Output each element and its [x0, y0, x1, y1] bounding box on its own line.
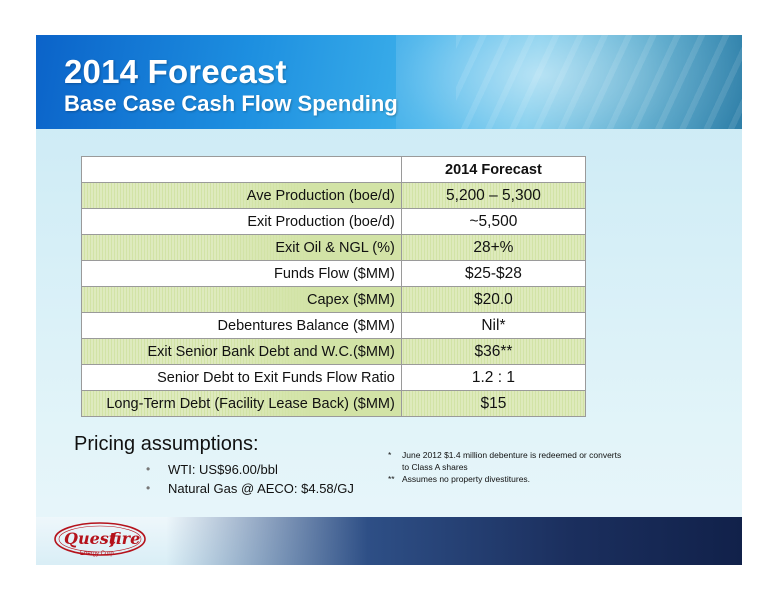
table-column-header: 2014 Forecast — [400, 156, 587, 183]
pricing-title: Pricing assumptions: — [74, 433, 259, 455]
row-label: Funds Flow ($MM) — [81, 260, 402, 287]
row-label: Debentures Balance ($MM) — [81, 312, 402, 339]
row-value: 1.2 : 1 — [400, 364, 587, 391]
table-row: Funds Flow ($MM) $25-$28 — [81, 260, 587, 287]
row-label: Exit Oil & NGL (%) — [81, 234, 402, 261]
header-banner: 2014 Forecast Base Case Cash Flow Spendi… — [36, 35, 742, 129]
row-label: Capex ($MM) — [81, 286, 402, 313]
list-item: • WTI: US$96.00/bbl — [146, 460, 354, 479]
table-row: Exit Senior Bank Debt and W.C.($MM) $36*… — [81, 338, 587, 365]
bullet-icon: • — [146, 462, 151, 476]
forecast-table: 2014 Forecast Ave Production (boe/d) 5,2… — [81, 156, 587, 417]
slide-title: 2014 Forecast — [64, 53, 287, 90]
row-value: ~5,500 — [400, 208, 587, 235]
pricing-item-gas: Natural Gas @ AECO: $4.58/GJ — [168, 481, 354, 496]
footer-band — [36, 517, 742, 565]
footnote-text: Assumes no property divestitures. — [402, 474, 531, 484]
row-value: 5,200 – 5,300 — [400, 182, 587, 209]
row-value: $36** — [400, 338, 587, 365]
slide: 2014 Forecast Base Case Cash Flow Spendi… — [36, 35, 742, 565]
table-header-blank — [81, 156, 402, 183]
company-logo: Quest fire Energy Corp. — [54, 522, 146, 557]
header-glow — [396, 35, 742, 129]
pricing-item-wti: WTI: US$96.00/bbl — [168, 462, 278, 477]
table-row: Long-Term Debt (Facility Lease Back) ($M… — [81, 390, 587, 417]
logo-name-quest: Quest — [64, 529, 117, 548]
logo-tagline: Energy Corp. — [80, 551, 116, 557]
row-label: Senior Debt to Exit Funds Flow Ratio — [81, 364, 402, 391]
footnote-2: ** Assumes no property divestitures. — [388, 473, 621, 485]
row-value: $15 — [400, 390, 587, 417]
row-value: $20.0 — [400, 286, 587, 313]
row-label: Exit Production (boe/d) — [81, 208, 402, 235]
table-row: Exit Oil & NGL (%) 28+% — [81, 234, 587, 261]
table-row: Debentures Balance ($MM) Nil* — [81, 312, 587, 339]
table-row: Ave Production (boe/d) 5,200 – 5,300 — [81, 182, 587, 209]
logo-name-fire: fire — [109, 529, 140, 548]
footnote-1-continued: to Class A shares — [402, 462, 468, 472]
row-label: Ave Production (boe/d) — [81, 182, 402, 209]
table-row: Senior Debt to Exit Funds Flow Ratio 1.2… — [81, 364, 587, 391]
table-row: Exit Production (boe/d) ~5,500 — [81, 208, 587, 235]
footnote-text: June 2012 $1.4 million debenture is rede… — [402, 450, 622, 460]
footnote-mark: ** — [388, 474, 395, 484]
table-row: Capex ($MM) $20.0 — [81, 286, 587, 313]
slide-subtitle: Base Case Cash Flow Spending — [64, 91, 398, 116]
footnotes: * June 2012 $1.4 million debenture is re… — [388, 449, 621, 485]
footer-bar — [166, 517, 742, 565]
footnote-1: * June 2012 $1.4 million debenture is re… — [388, 449, 621, 461]
header-rays — [456, 35, 742, 129]
list-item: • Natural Gas @ AECO: $4.58/GJ — [146, 479, 354, 498]
row-label: Long-Term Debt (Facility Lease Back) ($M… — [81, 390, 402, 417]
table-header-row: 2014 Forecast — [81, 156, 587, 183]
row-label: Exit Senior Bank Debt and W.C.($MM) — [81, 338, 402, 365]
row-value: 28+% — [400, 234, 587, 261]
row-value: $25-$28 — [400, 260, 587, 287]
footnote-mark: * — [388, 450, 392, 460]
bullet-icon: • — [146, 481, 151, 495]
row-value: Nil* — [400, 312, 587, 339]
pricing-list: • WTI: US$96.00/bbl • Natural Gas @ AECO… — [146, 460, 354, 498]
